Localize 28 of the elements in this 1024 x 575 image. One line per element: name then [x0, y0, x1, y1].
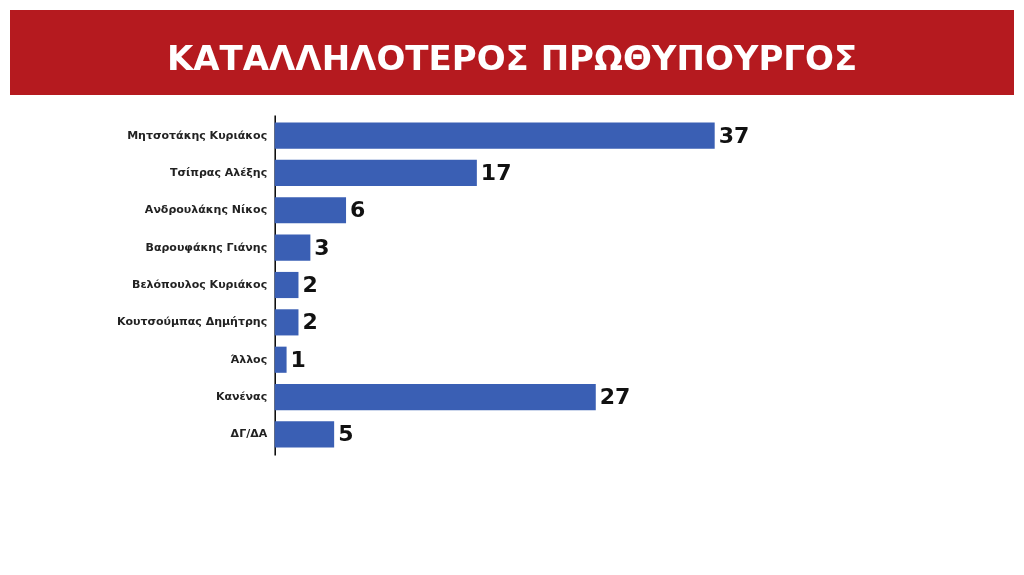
y-tick-label: Κουτσούμπας Δημήτρης	[116, 315, 268, 329]
y-tick-label: Βαρουφάκης Γιάνης	[145, 240, 268, 254]
bar	[274, 271, 299, 299]
y-tick-label: Άλλος	[230, 352, 268, 366]
data-label: 3	[314, 234, 330, 260]
bar	[274, 421, 335, 448]
data-label: 17	[480, 159, 512, 185]
data-label: 37	[718, 122, 750, 148]
bar	[274, 197, 347, 224]
bar	[274, 122, 715, 149]
y-tick-label: Βελόπουλος Κυριάκος	[132, 278, 268, 291]
data-label: 2	[302, 309, 318, 335]
bar	[274, 309, 299, 336]
data-label: 27	[599, 384, 631, 410]
data-label: 2	[302, 272, 318, 297]
y-tick-label: Τσίπρας Αλέξης	[169, 165, 268, 179]
y-tick-label: Ανδρουλάκης Νίκος	[144, 203, 268, 217]
bar	[274, 346, 287, 373]
chart-title: ΚΑΤΑΛΛΗΛΟΤΕΡΟΣ ΠΡΩΘΥΠΟΥΡΓΟΣ	[166, 38, 858, 78]
data-label: 6	[350, 197, 366, 223]
bar	[274, 384, 596, 411]
y-tick-label: Μητσοτάκης Κυριάκος	[127, 128, 268, 142]
bar	[274, 159, 477, 186]
y-tick-label: Κανένας	[215, 390, 268, 404]
data-label: 5	[338, 421, 354, 447]
bar	[274, 234, 311, 261]
data-label: 1	[290, 346, 306, 372]
y-tick-label: ΔΓ/ΔΑ	[230, 427, 268, 441]
